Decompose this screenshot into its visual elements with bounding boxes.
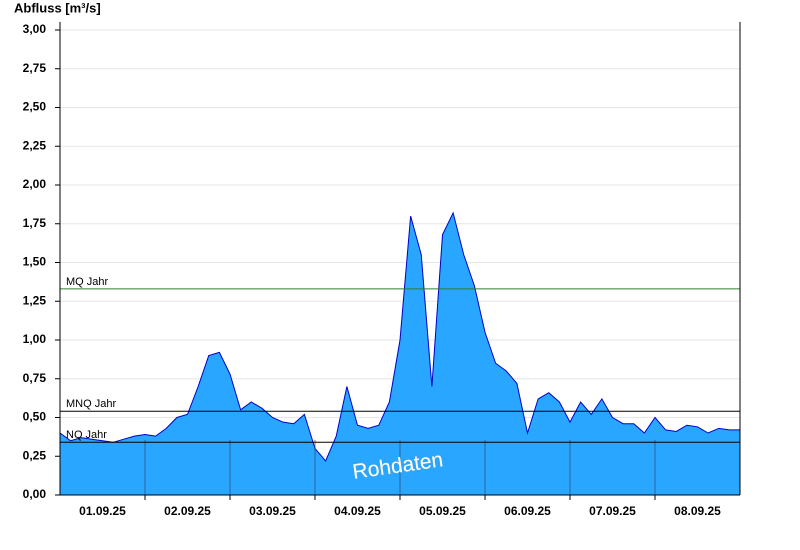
y-tick-label: 2,00: [23, 177, 47, 191]
x-tick-label: 01.09.25: [79, 504, 126, 518]
x-tick-label: 07.09.25: [589, 504, 636, 518]
y-tick-label: 2,50: [23, 100, 47, 114]
chart-title: Abfluss [m³/s]: [14, 0, 101, 15]
area: [60, 212, 740, 495]
y-tick-label: 1,00: [23, 332, 47, 346]
reference-label: MQ Jahr: [66, 276, 109, 288]
y-tick-label: 3,00: [23, 22, 47, 36]
x-tick-label: 03.09.25: [249, 504, 296, 518]
y-tick-label: 0,50: [23, 410, 47, 424]
x-tick-label: 02.09.25: [164, 504, 211, 518]
y-tick-label: 1,25: [23, 293, 47, 307]
y-tick-label: 1,50: [23, 255, 47, 269]
y-tick-label: 0,25: [23, 448, 47, 462]
y-tick-label: 2,75: [23, 61, 47, 75]
y-tick-label: 1,75: [23, 216, 47, 230]
y-tick-label: 0,00: [23, 487, 47, 501]
x-tick-label: 05.09.25: [419, 504, 466, 518]
x-tick-label: 06.09.25: [504, 504, 551, 518]
x-tick-label: 08.09.25: [674, 504, 721, 518]
reference-label: NQ Jahr: [66, 429, 107, 441]
x-tick-label: 04.09.25: [334, 504, 381, 518]
y-tick-label: 2,25: [23, 138, 47, 152]
y-tick-label: 0,75: [23, 371, 47, 385]
area-line: [59, 211, 740, 462]
reference-label: MNQ Jahr: [66, 398, 116, 410]
